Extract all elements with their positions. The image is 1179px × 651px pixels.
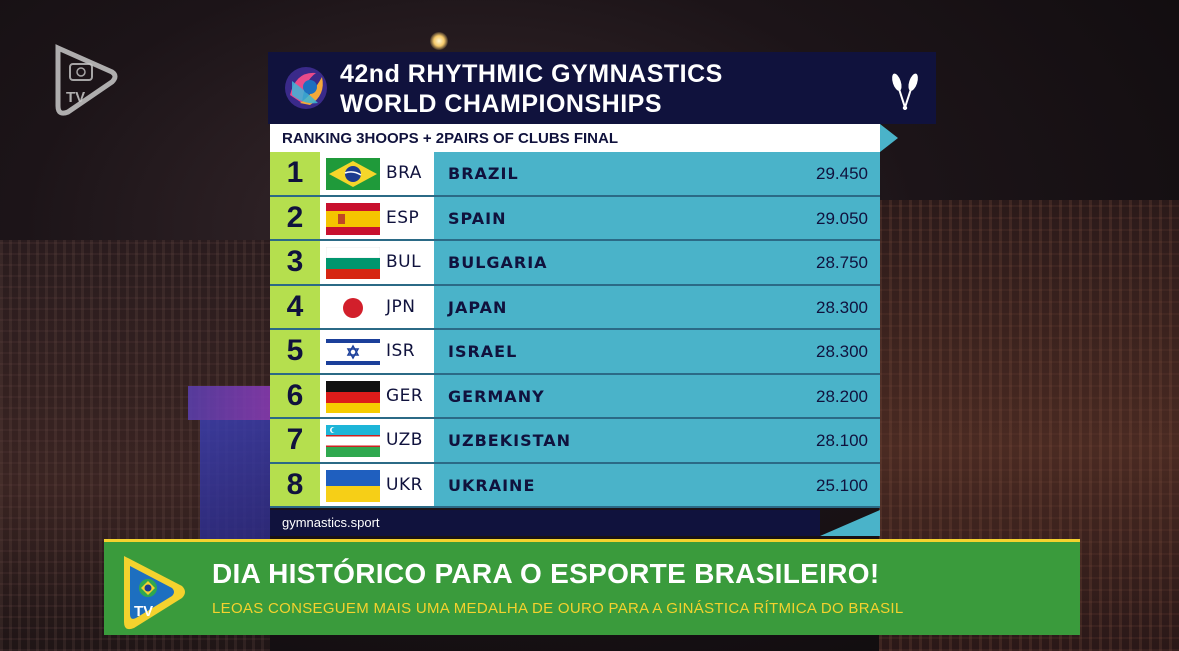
country-code: ESP xyxy=(386,207,420,228)
news-ticker: TV DIA HISTÓRICO PARA O ESPORTE BRASILEI… xyxy=(104,539,1080,635)
flag-uzbekistan-icon xyxy=(326,425,380,457)
rank-number: 3 xyxy=(270,241,320,284)
name-cell: UZBEKISTAN 28.100 xyxy=(434,419,880,462)
channel-logo-icon: TV xyxy=(52,42,120,116)
rank-number: 5 xyxy=(270,330,320,373)
footer-accent xyxy=(820,510,880,536)
flag-cell: BUL xyxy=(320,241,434,284)
country-name: UKRAINE xyxy=(448,475,536,495)
flag-japan-icon xyxy=(326,291,380,324)
news-subline: LEOAS CONSEGUEM MAIS UMA MEDALHA DE OURO… xyxy=(212,600,904,617)
score: 28.300 xyxy=(816,297,868,317)
name-cell: JAPAN 28.300 xyxy=(434,285,880,328)
score: 28.100 xyxy=(816,431,868,450)
table-row: 8 UKR UKRAINE 25.100 xyxy=(270,463,880,508)
flag-cell: UKR xyxy=(320,463,434,506)
flag-cell: BRA xyxy=(320,152,434,195)
country-code: JPN xyxy=(386,296,416,317)
rank-number: 6 xyxy=(270,374,320,417)
scoreboard-header: 42nd RHYTHMIC GYMNASTICS WORLD CHAMPIONS… xyxy=(268,52,936,124)
flag-israel-icon xyxy=(326,336,380,368)
website-label: gymnastics.sport xyxy=(282,515,380,530)
subtitle-notch xyxy=(880,124,898,152)
country-code: GER xyxy=(386,385,424,406)
flag-cell: UZB xyxy=(320,419,434,462)
country-name: GERMANY xyxy=(448,386,545,406)
country-name: UZBEKISTAN xyxy=(448,431,572,450)
rank-number: 4 xyxy=(270,285,320,328)
name-cell: BRAZIL 29.450 xyxy=(434,152,880,195)
score: 29.050 xyxy=(816,208,868,228)
country-code: UKR xyxy=(386,474,423,495)
ranking-table: 1 BRA BRAZIL 29.450 2 xyxy=(270,152,880,508)
flag-ukraine-icon xyxy=(326,469,380,502)
score: 29.450 xyxy=(816,164,868,183)
flag-cell: JPN xyxy=(320,285,434,328)
table-row: 7 UZB UZBEKISTAN 28.100 xyxy=(270,419,880,464)
rank-number: 8 xyxy=(270,463,320,506)
score: 25.100 xyxy=(816,475,868,495)
score: 28.750 xyxy=(816,253,868,272)
name-cell: GERMANY 28.200 xyxy=(434,374,880,417)
channel-logo-text: TV xyxy=(66,89,85,106)
score: 28.200 xyxy=(816,386,868,406)
flag-cell: GER xyxy=(320,374,434,417)
score: 28.300 xyxy=(816,342,868,361)
table-row: 3 BUL BULGARIA 28.750 xyxy=(270,241,880,286)
flag-cell: ISR xyxy=(320,330,434,373)
table-row: 2 ESP SPAIN 29.050 xyxy=(270,196,880,241)
country-name: BULGARIA xyxy=(448,253,548,272)
country-code: BUL xyxy=(386,252,422,272)
ranking-subtitle: RANKING 3HOOPS + 2PAIRS OF CLUBS FINAL xyxy=(282,130,619,147)
name-cell: UKRAINE 25.100 xyxy=(434,463,880,506)
roof-light xyxy=(430,32,448,50)
flag-brazil-icon xyxy=(326,158,380,190)
ticker-logo-text: TV xyxy=(134,603,153,620)
country-name: BRAZIL xyxy=(448,164,519,183)
flag-cell: ESP xyxy=(320,196,434,239)
name-cell: ISRAEL 28.300 xyxy=(434,330,880,373)
scoreboard: 42nd RHYTHMIC GYMNASTICS WORLD CHAMPIONS… xyxy=(268,52,936,536)
table-row: 4 JPN JAPAN 28.300 xyxy=(270,285,880,330)
ranking-subtitle-bar: RANKING 3HOOPS + 2PAIRS OF CLUBS FINAL xyxy=(270,124,880,152)
flag-spain-icon xyxy=(326,202,380,235)
country-code: UZB xyxy=(386,430,423,450)
championship-title-line1: 42nd RHYTHMIC GYMNASTICS xyxy=(340,60,723,88)
name-cell: BULGARIA 28.750 xyxy=(434,241,880,284)
championship-logo-icon xyxy=(282,65,330,111)
table-row: 1 BRA BRAZIL 29.450 xyxy=(270,152,880,197)
arena-signage xyxy=(188,386,270,420)
country-name: JAPAN xyxy=(448,297,508,317)
rank-number: 7 xyxy=(270,419,320,462)
scoreboard-footer: gymnastics.sport xyxy=(270,510,820,536)
country-code: ISR xyxy=(386,341,416,361)
court-floor xyxy=(200,420,270,540)
rank-number: 2 xyxy=(270,196,320,239)
table-row: 6 GER GERMANY 28.200 xyxy=(270,374,880,419)
clubs-icon xyxy=(890,66,920,110)
name-cell: SPAIN 29.050 xyxy=(434,196,880,239)
flag-germany-icon xyxy=(326,380,380,413)
news-headline: DIA HISTÓRICO PARA O ESPORTE BRASILEIRO! xyxy=(212,558,880,589)
flag-bulgaria-icon xyxy=(326,247,380,279)
country-code: BRA xyxy=(386,163,422,183)
country-name: ISRAEL xyxy=(448,342,518,361)
brasil-tv-logo-icon: TV xyxy=(118,552,190,632)
country-name: SPAIN xyxy=(448,208,507,228)
table-row: 5 ISR ISRAEL 28.300 xyxy=(270,330,880,375)
championship-title-line2: WORLD CHAMPIONSHIPS xyxy=(340,90,662,118)
rank-number: 1 xyxy=(270,152,320,195)
